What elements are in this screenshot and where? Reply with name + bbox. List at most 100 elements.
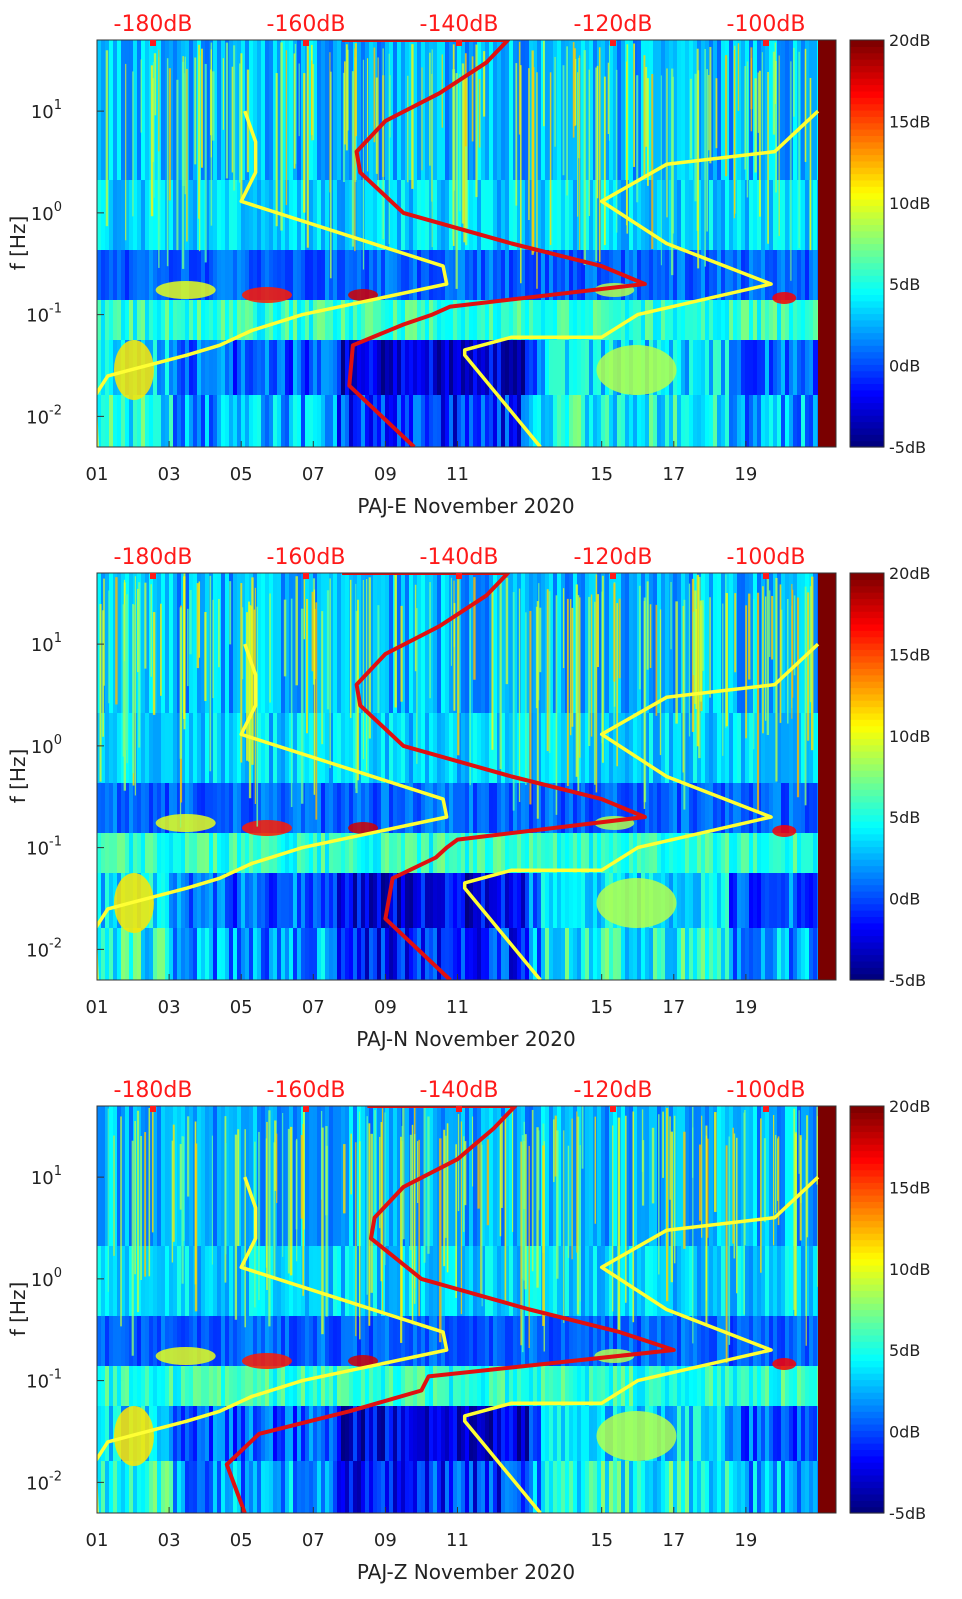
x-tick-label: 11 <box>446 1530 469 1551</box>
top-axis-label: -160dB <box>267 545 346 570</box>
spectrogram-layer <box>97 1106 836 1513</box>
colorbar-cell <box>850 90 884 98</box>
colorbar-cell <box>850 1347 884 1355</box>
colorbar-cell <box>850 604 884 612</box>
colorbar-cell <box>850 954 884 962</box>
colorbar-cell <box>850 1455 884 1463</box>
colorbar-cell <box>850 636 884 644</box>
yellow-noise-model-right <box>462 109 820 447</box>
colorbar-cell <box>850 757 884 765</box>
colorbar-cell <box>850 1404 884 1412</box>
colorbar-cell <box>850 313 884 321</box>
colorbar-cell <box>850 1487 884 1495</box>
top-axis-marker <box>763 40 769 46</box>
top-axis-marker <box>303 573 309 579</box>
colorbar-cell <box>850 1500 884 1508</box>
colorbar-cell <box>850 262 884 270</box>
colorbar-cell <box>850 243 884 251</box>
colorbar-cell <box>850 1277 884 1285</box>
colorbar-cell <box>850 351 884 359</box>
colorbar-cell <box>850 338 884 346</box>
colorbar-cell <box>850 256 884 264</box>
colorbar-cell <box>850 878 884 886</box>
colorbar-cell <box>850 1334 884 1342</box>
colorbar-cell <box>850 192 884 200</box>
x-tick-label: 05 <box>230 1530 253 1551</box>
x-tick-label: 15 <box>590 1530 613 1551</box>
colorbar-cell <box>850 725 884 733</box>
colorbar-cell <box>850 1392 884 1400</box>
colorbar-cell <box>850 402 884 410</box>
top-axis-marker <box>610 1106 616 1112</box>
top-axis-marker <box>610 573 616 579</box>
top-axis-marker <box>150 40 156 46</box>
colorbar-cell <box>850 1430 884 1438</box>
colorbar-cell <box>850 973 884 981</box>
spectrogram-e: 01 03 05 07 09 11 15 17 19 PAJ-E November 2020 10-… <box>6 12 931 518</box>
colorbar-frame <box>849 1105 885 1514</box>
colorbar-cell <box>850 617 884 625</box>
colorbar-cell <box>850 1328 884 1336</box>
top-axis-marker <box>303 40 309 46</box>
colorbar-cell <box>850 237 884 245</box>
colorbar-cell <box>850 929 884 937</box>
y-tick-label: 10-1 <box>26 1368 62 1393</box>
colorbar-cell <box>850 903 884 911</box>
x-tick-label: 03 <box>158 997 181 1018</box>
x-axis-label: PAJ-Z November 2020 <box>357 1560 575 1584</box>
colorbar-cell <box>850 642 884 650</box>
colorbar-cell <box>850 1449 884 1457</box>
colorbar-cell <box>850 782 884 790</box>
x-tick-label: 09 <box>374 997 397 1018</box>
plot-frame <box>96 572 837 981</box>
panel-z: 01 03 05 07 09 11 15 17 19 PAJ-Z November 2020 10-… <box>0 1066 962 1599</box>
colorbar-cell <box>850 135 884 143</box>
colorbar-cell <box>850 396 884 404</box>
colorbar-label: 0dB <box>889 890 920 909</box>
colorbar-cell <box>850 1137 884 1145</box>
colorbar-label: -5dB <box>889 971 926 990</box>
colorbar-cell <box>850 230 884 238</box>
colorbar-cell <box>850 294 884 302</box>
colorbar-cell <box>850 598 884 606</box>
x-tick-label: 03 <box>158 1530 181 1551</box>
colorbar-cell <box>850 655 884 663</box>
colorbar-cell <box>850 1423 884 1431</box>
colorbar-cell <box>850 579 884 587</box>
colorbar-cell <box>850 1341 884 1349</box>
colorbar-cell <box>850 681 884 689</box>
colorbar-cell <box>850 1411 884 1419</box>
y-tick-label: 100 <box>31 733 62 758</box>
colorbar-cell <box>850 693 884 701</box>
x-axis-label: PAJ-E November 2020 <box>357 494 574 518</box>
colorbar-label: 0dB <box>889 1423 920 1442</box>
colorbar-cell <box>850 840 884 848</box>
top-axis-label: -140dB <box>420 12 499 37</box>
colorbar-cell <box>850 154 884 162</box>
x-tick-label: 01 <box>86 997 109 1018</box>
colorbar-cell <box>850 592 884 600</box>
y-tick-label: 101 <box>31 631 62 656</box>
top-axis-marker <box>456 573 462 579</box>
plot-frame <box>96 1105 837 1514</box>
colorbar-cell <box>850 65 884 73</box>
colorbar-cell <box>850 357 884 365</box>
colorbar-cell <box>850 935 884 943</box>
colorbar-cell <box>850 186 884 194</box>
x-tick-label: 07 <box>302 464 325 485</box>
colorbar-cell <box>850 1144 884 1152</box>
colorbar-cell <box>850 103 884 111</box>
colorbar-cell <box>850 687 884 695</box>
top-axis-label: -120dB <box>574 545 653 570</box>
spectrogram-z: 01 03 05 07 09 11 15 17 19 PAJ-Z November 2020 10-… <box>6 1078 931 1584</box>
colorbar-cell <box>850 71 884 79</box>
colorbar-cell <box>850 377 884 385</box>
x-tick-label: 07 <box>302 1530 325 1551</box>
yellow-noise-model-right <box>462 642 820 980</box>
red-psd-curve <box>342 573 647 980</box>
colorbar-cell <box>850 1118 884 1126</box>
colorbar-cell <box>850 109 884 117</box>
colorbar-cell <box>850 1315 884 1323</box>
colorbar-cell <box>850 1195 884 1202</box>
colorbar-cell <box>850 1322 884 1330</box>
